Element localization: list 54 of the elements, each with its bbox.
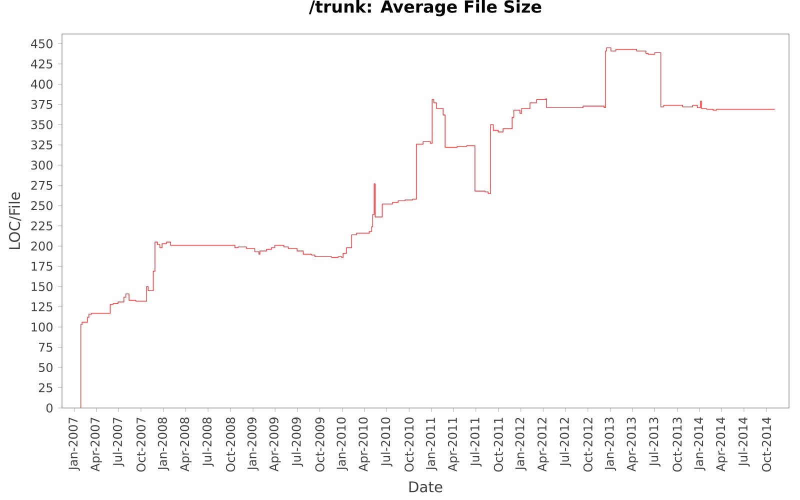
x-tick-label: Apr-2014 <box>716 417 728 472</box>
x-tick-label: Apr-2007 <box>90 418 102 472</box>
x-tick-label: Oct-2013 <box>672 418 682 472</box>
x-tick-label: Jul-2010 <box>380 418 392 467</box>
y-tick-label: 425 <box>30 59 52 68</box>
x-tick-label: Apr-2013 <box>626 418 638 472</box>
x-tick-label: Oct-2014 <box>762 417 772 472</box>
x-tick-label: Jan-2014 <box>694 417 706 471</box>
x-tick-label: Apr-2011 <box>448 418 460 472</box>
y-tick-label: 250 <box>31 201 52 210</box>
x-axis-title: Date <box>409 481 442 492</box>
y-tick-label: 325 <box>31 140 52 150</box>
y-tick-label: 25 <box>38 383 52 392</box>
y-tick-label: 150 <box>32 282 52 292</box>
y-tick-label: 225 <box>31 221 52 230</box>
y-tick-label: 100 <box>32 322 52 332</box>
x-tick-label: Oct-2007 <box>136 418 146 472</box>
x-tick-label: Jan-2009 <box>247 418 259 471</box>
x-tick-label: Jul-2013 <box>648 418 660 467</box>
x-tick-label: Oct-2012 <box>583 418 592 472</box>
x-tick-label: Oct-2010 <box>404 418 414 472</box>
x-tick-label: Jul-2011 <box>470 418 482 467</box>
x-tick-label: Apr-2010 <box>358 418 370 472</box>
y-tick-label: 300 <box>31 160 52 170</box>
y-tick-label: 125 <box>32 302 52 312</box>
x-tick-label: Apr-2012 <box>537 418 549 472</box>
y-tick-label: 200 <box>31 242 52 251</box>
x-tick-label: Jul-2007 <box>112 418 124 467</box>
x-tick-label: Jan-2008 <box>158 418 170 471</box>
chart-title: /trunk: Average File Size <box>308 0 542 16</box>
x-tick-label: Jul-2012 <box>560 418 572 467</box>
x-tick-label: Jan-2013 <box>604 418 616 471</box>
y-tick-label: 50 <box>38 362 52 372</box>
x-tick-label: Apr-2008 <box>180 418 192 472</box>
x-tick-label: Jul-2009 <box>292 418 304 467</box>
y-tick-label: 75 <box>39 342 52 352</box>
x-tick-label: Jan-2007 <box>68 418 80 471</box>
x-tick-label: Jul-2008 <box>202 418 214 467</box>
x-tick-label: Oct-2009 <box>315 418 324 472</box>
x-tick-label: Jul-2014 <box>738 417 750 467</box>
y-tick-label: 450 <box>30 39 52 48</box>
x-tick-label: Jan-2010 <box>336 418 348 471</box>
x-tick-label: Oct-2011 <box>494 418 503 472</box>
y-tick-label: 400 <box>30 80 52 89</box>
x-tick-label: Apr-2009 <box>269 418 281 472</box>
y-tick-label: 275 <box>31 180 52 190</box>
y-tick-label: 0 <box>46 403 52 413</box>
x-tick-label: Oct-2008 <box>226 418 236 472</box>
y-tick-label: 175 <box>32 262 52 271</box>
y-axis-title: LOC/File <box>8 192 22 250</box>
x-tick-label: Jan-2011 <box>426 418 438 471</box>
x-tick-label: Jan-2012 <box>515 418 527 471</box>
y-tick-label: 350 <box>31 120 52 130</box>
y-tick-label: 375 <box>31 100 52 109</box>
